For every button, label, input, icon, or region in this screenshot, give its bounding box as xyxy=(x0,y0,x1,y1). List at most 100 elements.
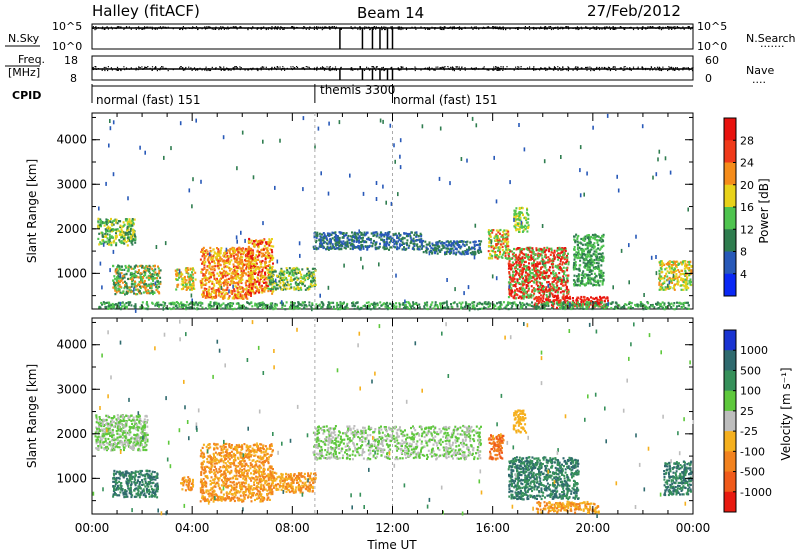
heatmap-cell xyxy=(292,268,295,271)
heatmap-cell xyxy=(394,232,397,235)
heatmap-cell xyxy=(308,270,311,273)
freq-point xyxy=(464,69,466,71)
heatmap-cell xyxy=(469,248,472,251)
heatmap-cell xyxy=(99,241,102,244)
heatmap-cell xyxy=(535,272,538,275)
freq-point xyxy=(332,67,334,69)
heatmap-cell xyxy=(208,292,211,295)
heatmap-cell xyxy=(513,216,516,219)
heatmap-cell xyxy=(358,235,361,238)
nsky-point xyxy=(682,26,684,28)
heatmap-cell xyxy=(288,267,291,270)
heatmap-cell xyxy=(106,219,109,222)
heatmap-cell xyxy=(405,235,408,238)
heatmap-cell xyxy=(403,237,406,240)
nsky-point xyxy=(566,26,568,28)
heatmap-cell xyxy=(329,245,332,248)
heatmap-cell xyxy=(503,239,506,242)
heatmap-cell xyxy=(340,244,343,247)
freq-point xyxy=(585,66,587,69)
heatmap-cell xyxy=(249,266,252,269)
heatmap-cell xyxy=(505,248,508,251)
nsky-point xyxy=(144,28,146,30)
heatmap-cell xyxy=(445,240,448,243)
heatmap-cell xyxy=(128,264,130,267)
heatmap-cell xyxy=(244,293,246,296)
heatmap-cell xyxy=(257,246,260,249)
nsky-point xyxy=(443,26,445,28)
heatmap-cell xyxy=(141,279,144,283)
heatmap-cell xyxy=(259,260,262,264)
heatmap-cell xyxy=(346,236,349,239)
heatmap-cell xyxy=(251,257,254,260)
nsky-point xyxy=(391,26,393,28)
heatmap-cell xyxy=(249,251,252,254)
heatmap-cell xyxy=(118,239,121,242)
heatmap-cell xyxy=(545,294,548,297)
heatmap-cell xyxy=(120,236,122,239)
heatmap-cell xyxy=(235,253,238,256)
heatmap-cell xyxy=(203,253,205,256)
heatmap-cell xyxy=(498,248,501,251)
heatmap-cell xyxy=(488,240,491,243)
heatmap-cell xyxy=(518,290,521,293)
nsky-point xyxy=(213,28,215,30)
freq-point xyxy=(167,70,169,72)
heatmap-cell xyxy=(479,249,482,252)
nsky-point xyxy=(340,28,342,30)
heatmap-cell xyxy=(211,297,214,300)
heatmap-cell xyxy=(255,262,258,265)
freq-point xyxy=(559,67,561,69)
heatmap-cell xyxy=(232,263,235,266)
heatmap-cell xyxy=(231,297,234,300)
freq-label-1: Freq. xyxy=(18,53,45,66)
heatmap-cell xyxy=(136,288,139,291)
heatmap-cell xyxy=(131,290,134,293)
heatmap-cell xyxy=(548,288,551,291)
heatmap-cell xyxy=(221,288,224,291)
nsky-point xyxy=(502,28,504,30)
heatmap-cell xyxy=(154,271,157,274)
heatmap-cell xyxy=(497,246,500,249)
heatmap-cell xyxy=(528,255,531,258)
freq-point xyxy=(156,70,158,72)
heatmap-cell xyxy=(513,284,516,287)
nsky-point xyxy=(95,26,97,28)
heatmap-cell xyxy=(564,262,567,265)
power-heatmap xyxy=(97,113,693,313)
heatmap-cell xyxy=(247,240,250,243)
nsky-point xyxy=(473,26,476,28)
heatmap-cell xyxy=(137,284,139,287)
heatmap-cell xyxy=(543,278,546,281)
heatmap-cell xyxy=(321,236,324,239)
heatmap-cell xyxy=(216,255,218,258)
heatmap-cell xyxy=(458,244,461,247)
heatmap-cell xyxy=(556,284,559,287)
heatmap-cell xyxy=(105,240,108,243)
heatmap-cell xyxy=(527,273,530,276)
heatmap-cell xyxy=(212,286,215,289)
freq-point xyxy=(682,69,684,71)
heatmap-cell xyxy=(247,247,250,250)
heatmap-cell xyxy=(547,276,550,279)
heatmap-cell xyxy=(193,287,196,290)
heatmap-cell xyxy=(230,268,233,271)
heatmap-cell xyxy=(523,253,526,256)
freq-point xyxy=(373,67,376,69)
heatmap-cell xyxy=(388,236,391,239)
heatmap-cell xyxy=(487,257,490,260)
heatmap-cell xyxy=(327,248,330,251)
heatmap-cell xyxy=(467,249,470,252)
heatmap-cell xyxy=(103,224,106,227)
heatmap-cell xyxy=(540,288,543,292)
heatmap-cell xyxy=(287,270,290,273)
nsky-point xyxy=(283,28,285,30)
beam-title: Beam 14 xyxy=(357,4,424,22)
nsky-point xyxy=(359,28,361,31)
heatmap-cell xyxy=(115,218,118,221)
heatmap-cell xyxy=(256,250,259,253)
heatmap-cell xyxy=(241,294,244,297)
heatmap-cell xyxy=(503,233,506,236)
heatmap-cell xyxy=(517,256,520,259)
heatmap-cell xyxy=(237,264,240,267)
